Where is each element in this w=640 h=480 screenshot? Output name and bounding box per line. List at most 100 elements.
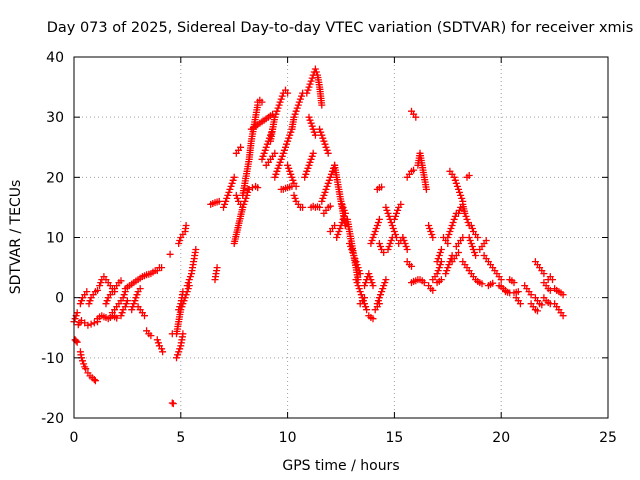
data-point [304, 86, 312, 94]
data-point [448, 222, 456, 229]
data-point [390, 228, 398, 235]
data-point [443, 267, 451, 275]
data-point [463, 215, 471, 223]
data-point [381, 279, 389, 287]
data-point [271, 173, 279, 181]
data-point [291, 194, 299, 202]
data-point [278, 152, 286, 160]
data-point [263, 140, 271, 148]
data-point [393, 209, 400, 217]
data-point [80, 360, 88, 368]
data-point [387, 237, 395, 244]
data-point [375, 300, 383, 308]
data-point [335, 228, 343, 235]
data-point [333, 234, 341, 241]
data-point [377, 291, 384, 299]
data-point [336, 225, 344, 232]
data-point [386, 240, 394, 247]
data-point [122, 300, 130, 308]
data-point [461, 209, 469, 217]
data-point [368, 279, 376, 287]
data-point [320, 137, 328, 145]
data-point [354, 282, 362, 290]
y-tick-label: -10 [41, 351, 64, 367]
y-tick-label: -20 [41, 411, 64, 427]
data-point [369, 315, 377, 323]
data-point [184, 285, 192, 293]
data-point [230, 173, 238, 181]
x-tick-label: 25 [599, 430, 617, 446]
data-point [227, 182, 235, 190]
data-point [382, 276, 390, 284]
data-point [83, 288, 91, 296]
data-point [451, 176, 459, 184]
data-point [308, 122, 316, 130]
data-point [276, 98, 284, 106]
data-point [384, 209, 392, 217]
data-point [371, 228, 379, 235]
data-point [353, 261, 361, 269]
data-point [559, 312, 567, 320]
data-point [78, 297, 85, 305]
data-point [434, 267, 442, 275]
data-point [435, 264, 443, 272]
data-point [351, 255, 359, 263]
data-point [365, 270, 373, 278]
data-point [378, 183, 386, 191]
data-point [352, 258, 360, 266]
data-point [183, 282, 191, 290]
data-point [374, 297, 382, 305]
data-point [305, 161, 313, 169]
data-point [233, 194, 241, 202]
data-point [274, 104, 282, 112]
data-point [317, 128, 325, 136]
data-point [262, 143, 270, 151]
data-point [394, 206, 402, 214]
data-point [382, 203, 390, 211]
data-point [73, 309, 81, 317]
data-point [428, 231, 436, 238]
data-point [225, 188, 233, 196]
data-point [86, 297, 94, 305]
data-point [284, 89, 292, 97]
data-point [296, 95, 304, 103]
data-point [346, 240, 353, 247]
data-point [271, 149, 279, 157]
data-point [514, 288, 522, 296]
data-point [226, 185, 234, 193]
data-point [450, 215, 458, 223]
data-point [90, 319, 98, 327]
data-point [130, 300, 138, 308]
data-point [295, 98, 303, 106]
data-point [455, 185, 462, 193]
data-point [464, 219, 472, 226]
y-tick-label: 20 [46, 170, 64, 186]
data-point [307, 77, 315, 85]
data-point [420, 279, 428, 287]
data-point [128, 306, 136, 314]
data-point [174, 351, 182, 359]
data-point [433, 258, 441, 266]
data-point [307, 155, 315, 163]
data-point [451, 212, 459, 220]
data-point [352, 276, 360, 284]
data-point [278, 92, 286, 100]
data-point [356, 288, 364, 296]
data-point [73, 338, 81, 346]
data-point [410, 166, 418, 174]
data-point [221, 200, 229, 208]
data-point [331, 222, 339, 229]
data-point [497, 276, 505, 284]
data-point [309, 149, 317, 157]
y-tick-label: 40 [46, 50, 64, 66]
data-point [456, 206, 463, 214]
data-point [237, 143, 245, 151]
data-point [442, 270, 450, 278]
data-point [323, 182, 331, 190]
data-point [113, 314, 121, 322]
data-point [301, 173, 309, 181]
data-point [287, 128, 295, 136]
data-point [375, 294, 383, 302]
data-point [510, 279, 518, 287]
